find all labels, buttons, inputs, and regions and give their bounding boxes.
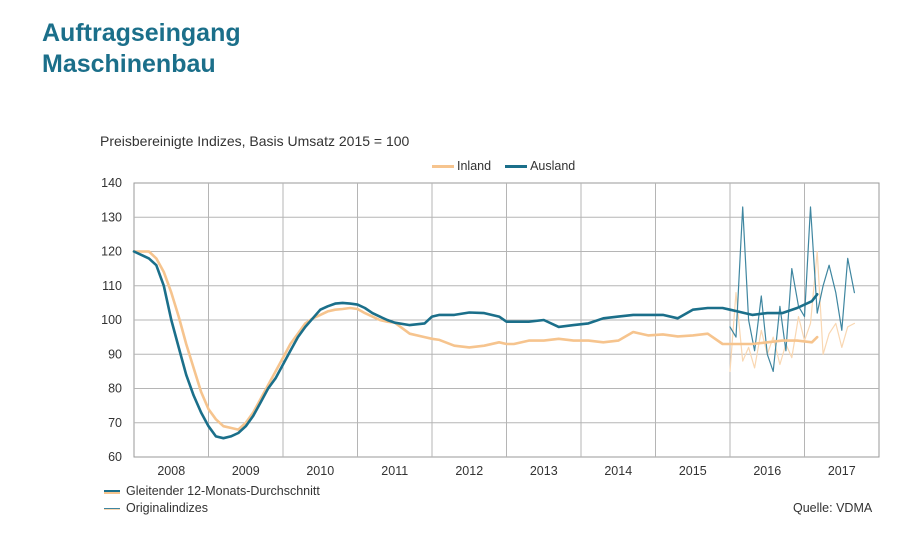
legend-item-ausland: Ausland	[505, 159, 575, 173]
x-tick-label-2013: 2013	[530, 464, 558, 478]
legend-swatch-inland	[432, 165, 454, 169]
legend-swatch-ausland	[505, 165, 528, 169]
y-tick-label-120: 120	[101, 245, 122, 259]
series-line-ausland-original	[729, 206, 856, 372]
y-tick-label-110: 110	[102, 279, 122, 293]
footnote-smoothed-label: Gleitender 12-Monats-Durchschnitt	[126, 484, 320, 498]
legend-label-inland: Inland	[457, 159, 492, 173]
source-note: Quelle: VDMA	[793, 501, 873, 515]
y-tick-label-60: 60	[108, 450, 122, 464]
x-tick-label-2009: 2009	[232, 464, 260, 478]
chart-subtitle: Preisbereinigte Indizes, Basis Umsatz 20…	[100, 133, 410, 149]
x-tick-label-2012: 2012	[455, 464, 483, 478]
legend-item-inland: Inland	[432, 159, 491, 173]
footnote-smoothed: Gleitender 12-Monats-Durchschnitt	[104, 484, 320, 498]
footnote-swatch-original	[104, 507, 120, 510]
y-tick-label-130: 130	[101, 210, 122, 224]
title-line-2: Maschinenbau	[42, 50, 216, 78]
page-title: Auftragseingang Maschinenbau	[42, 18, 241, 80]
chart-legend: Inland Ausland	[432, 159, 575, 173]
x-tick-label-2015: 2015	[679, 464, 707, 478]
x-tick-label-2016: 2016	[753, 464, 781, 478]
y-tick-label-140: 140	[101, 176, 122, 190]
title-line-1: Auftragseingang	[42, 19, 241, 47]
x-tick-label-2008: 2008	[157, 464, 185, 478]
x-tick-label-2014: 2014	[604, 464, 632, 478]
footnote-swatch-smoothed	[104, 489, 120, 494]
footnote-original-label: Originalindizes	[126, 501, 208, 515]
series-line-inland-original	[729, 250, 856, 372]
y-tick-label-80: 80	[108, 382, 122, 396]
x-tick-label-2010: 2010	[306, 464, 334, 478]
footnote-original: Originalindizes	[104, 501, 208, 515]
legend-label-ausland: Ausland	[530, 159, 576, 173]
series-line-ausland-smoothed	[132, 250, 819, 440]
y-tick-label-70: 70	[108, 416, 122, 430]
y-tick-label-90: 90	[108, 347, 122, 361]
x-tick-label-2011: 2011	[381, 464, 408, 478]
x-tick-label-2017: 2017	[828, 464, 856, 478]
series-line-inland-smoothed	[132, 250, 819, 431]
y-tick-label-100: 100	[101, 313, 122, 327]
